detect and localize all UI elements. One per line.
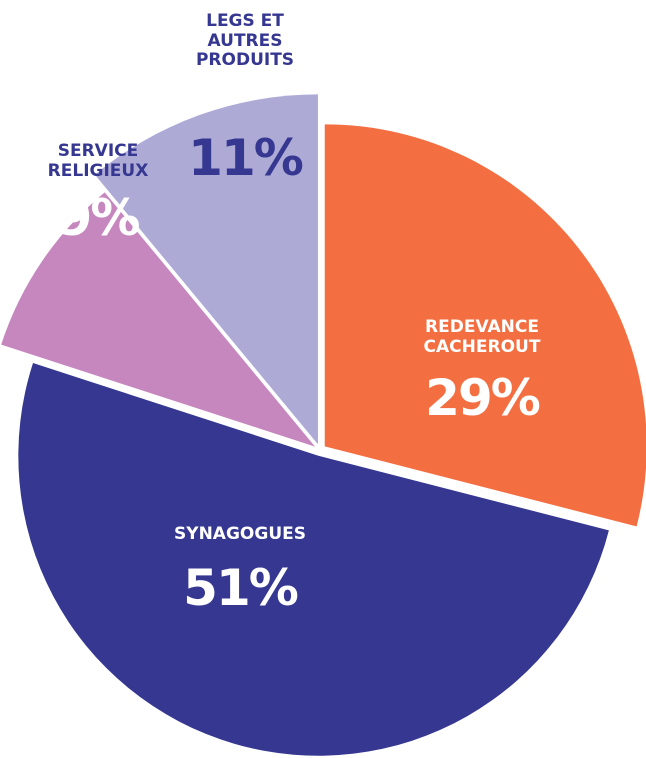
slice-name: SYNAGOGUES (174, 524, 306, 544)
slice-name: LEGS ET AUTRES PRODUITS (195, 11, 295, 71)
slice-value: 11% (188, 129, 304, 187)
pie-slice (324, 124, 646, 527)
slice-name: SERVICE RELIGIEUX (47, 141, 149, 181)
pie-slice (18, 363, 609, 756)
slice-value: 29% (425, 369, 541, 427)
slice-value: 51% (183, 559, 299, 617)
slice-value: 9% (57, 189, 141, 247)
slice-name: REDEVANCE CACHEROUT (423, 317, 541, 357)
pie-slice (94, 94, 318, 445)
pie-slice (1, 192, 316, 447)
